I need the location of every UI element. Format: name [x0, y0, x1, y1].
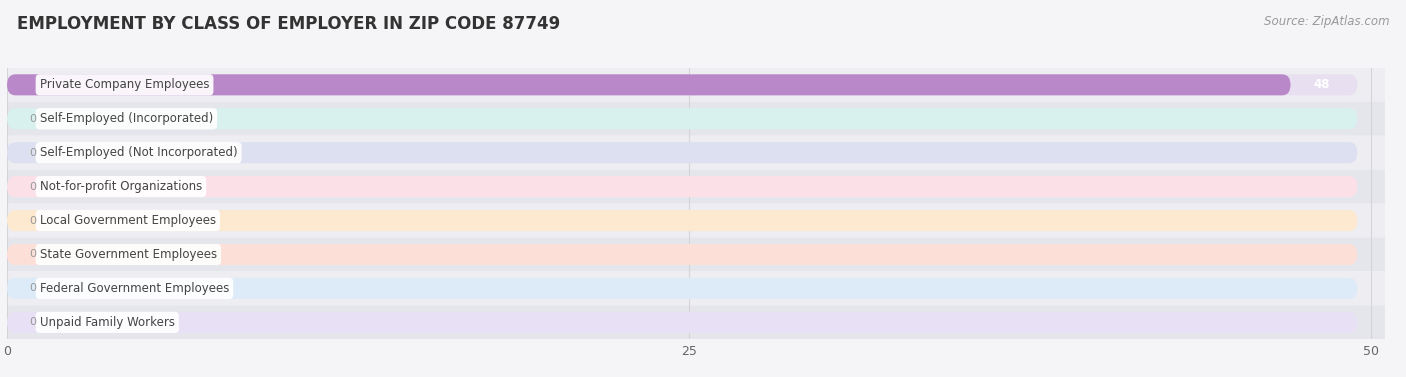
- FancyBboxPatch shape: [7, 278, 1357, 299]
- Text: Not-for-profit Organizations: Not-for-profit Organizations: [39, 180, 202, 193]
- FancyBboxPatch shape: [7, 108, 1357, 129]
- FancyBboxPatch shape: [7, 204, 1385, 238]
- FancyBboxPatch shape: [7, 210, 1357, 231]
- FancyBboxPatch shape: [7, 312, 1357, 333]
- Text: Self-Employed (Not Incorporated): Self-Employed (Not Incorporated): [39, 146, 238, 159]
- FancyBboxPatch shape: [7, 176, 1357, 197]
- Text: 0: 0: [30, 317, 37, 327]
- FancyBboxPatch shape: [7, 68, 1385, 102]
- Text: 48: 48: [1313, 78, 1330, 91]
- Text: Unpaid Family Workers: Unpaid Family Workers: [39, 316, 174, 329]
- FancyBboxPatch shape: [7, 102, 1385, 136]
- FancyBboxPatch shape: [7, 74, 1357, 95]
- FancyBboxPatch shape: [7, 142, 1357, 163]
- Text: 0: 0: [30, 284, 37, 293]
- FancyBboxPatch shape: [7, 305, 1385, 339]
- FancyBboxPatch shape: [7, 244, 1357, 265]
- FancyBboxPatch shape: [7, 170, 1385, 204]
- Text: State Government Employees: State Government Employees: [39, 248, 217, 261]
- Text: Private Company Employees: Private Company Employees: [39, 78, 209, 91]
- Text: 0: 0: [30, 114, 37, 124]
- Text: Federal Government Employees: Federal Government Employees: [39, 282, 229, 295]
- Text: Self-Employed (Incorporated): Self-Employed (Incorporated): [39, 112, 214, 125]
- Text: Local Government Employees: Local Government Employees: [39, 214, 217, 227]
- FancyBboxPatch shape: [7, 238, 1385, 271]
- Text: 0: 0: [30, 250, 37, 259]
- Text: Source: ZipAtlas.com: Source: ZipAtlas.com: [1264, 15, 1389, 28]
- Text: EMPLOYMENT BY CLASS OF EMPLOYER IN ZIP CODE 87749: EMPLOYMENT BY CLASS OF EMPLOYER IN ZIP C…: [17, 15, 560, 33]
- FancyBboxPatch shape: [7, 74, 1291, 95]
- FancyBboxPatch shape: [7, 271, 1385, 305]
- Text: 0: 0: [30, 148, 37, 158]
- Text: 0: 0: [30, 182, 37, 192]
- FancyBboxPatch shape: [7, 136, 1385, 170]
- Text: 0: 0: [30, 216, 37, 225]
